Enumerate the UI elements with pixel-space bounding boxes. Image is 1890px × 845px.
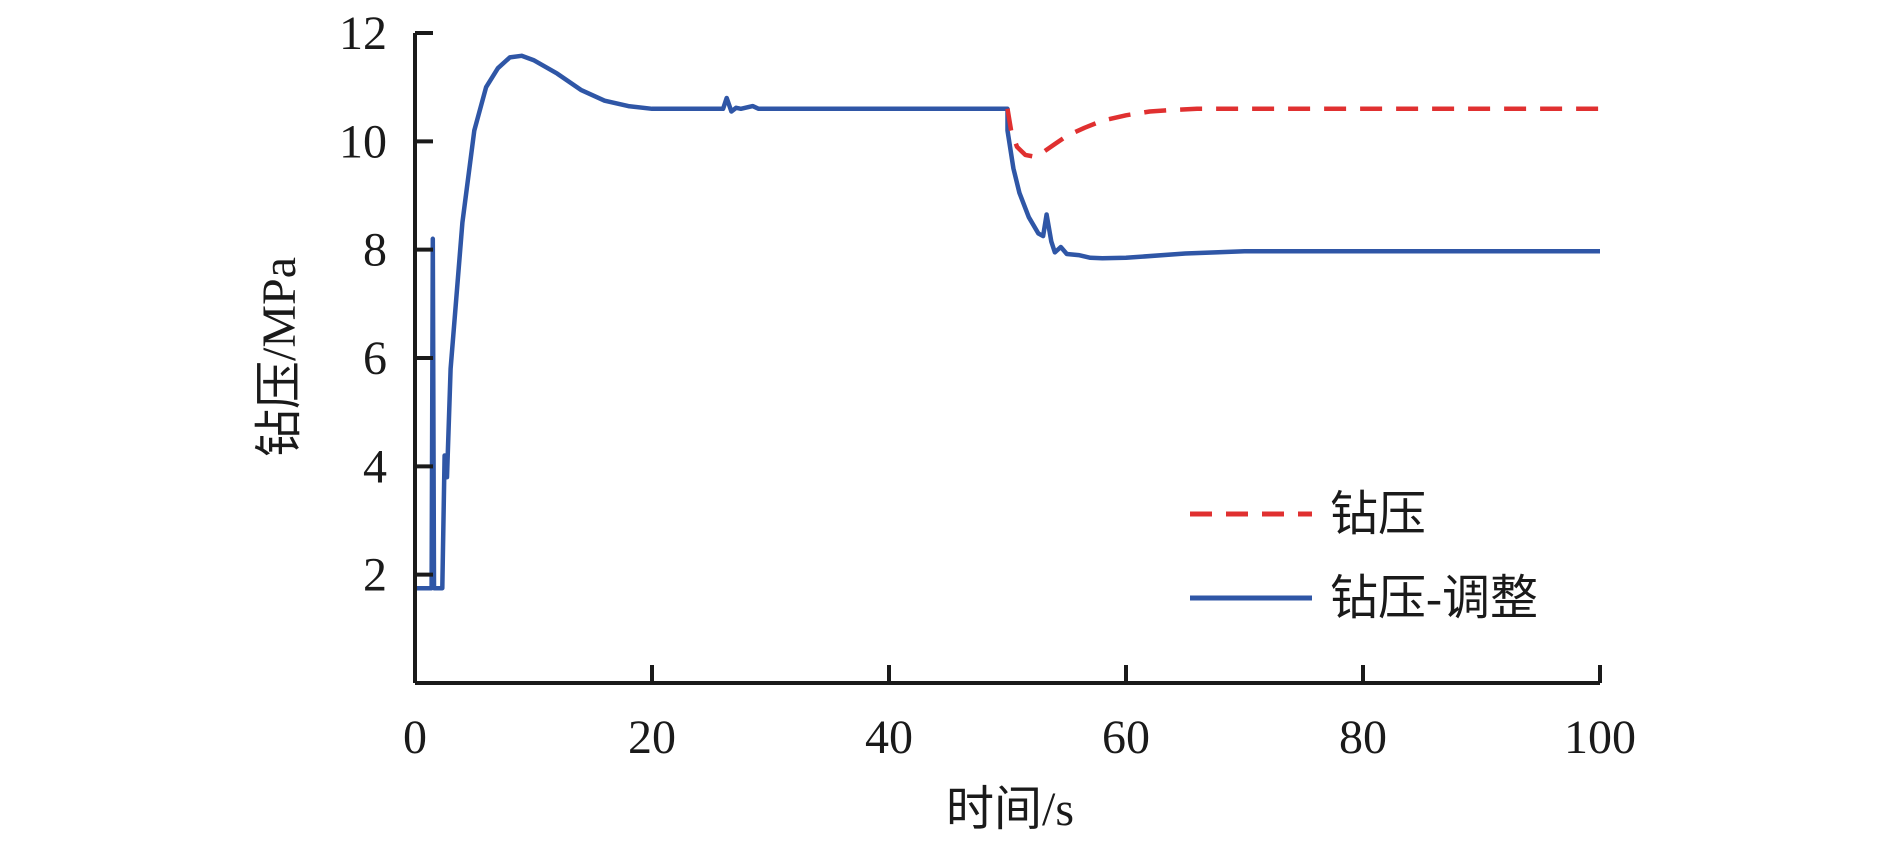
series-layer [415, 53, 1600, 591]
x-tick-label: 80 [1339, 711, 1387, 764]
plot-area: 0 20 40 60 80 100 2 4 6 8 10 12 [339, 7, 1636, 764]
x-axis-title: 时间/s [946, 783, 1074, 836]
y-tick-label: 2 [363, 549, 387, 602]
x-tick-label: 0 [403, 711, 427, 764]
legend-label-series-2: 钻压-调整 [1330, 572, 1538, 625]
y-tick-label: 12 [339, 7, 387, 60]
legend: 钻压 钻压-调整 [1190, 488, 1538, 625]
x-axis-ticks: 0 20 40 60 80 100 [403, 665, 1636, 764]
series-line-2 [415, 53, 1600, 591]
x-tick-label: 60 [1102, 711, 1150, 764]
x-tick-label: 100 [1564, 711, 1636, 764]
series-line-1 [1005, 106, 1600, 159]
y-axis-ticks: 2 4 6 8 10 12 [339, 7, 433, 602]
y-tick-label: 4 [363, 440, 387, 493]
y-tick-label: 10 [339, 115, 387, 168]
x-tick-label: 40 [865, 711, 913, 764]
y-tick-label: 8 [363, 224, 387, 277]
y-tick-label: 6 [363, 332, 387, 385]
legend-label-series-1: 钻压 [1330, 488, 1426, 541]
x-tick-label: 20 [628, 711, 676, 764]
y-axis-title: 钻压/MPa [253, 257, 306, 457]
